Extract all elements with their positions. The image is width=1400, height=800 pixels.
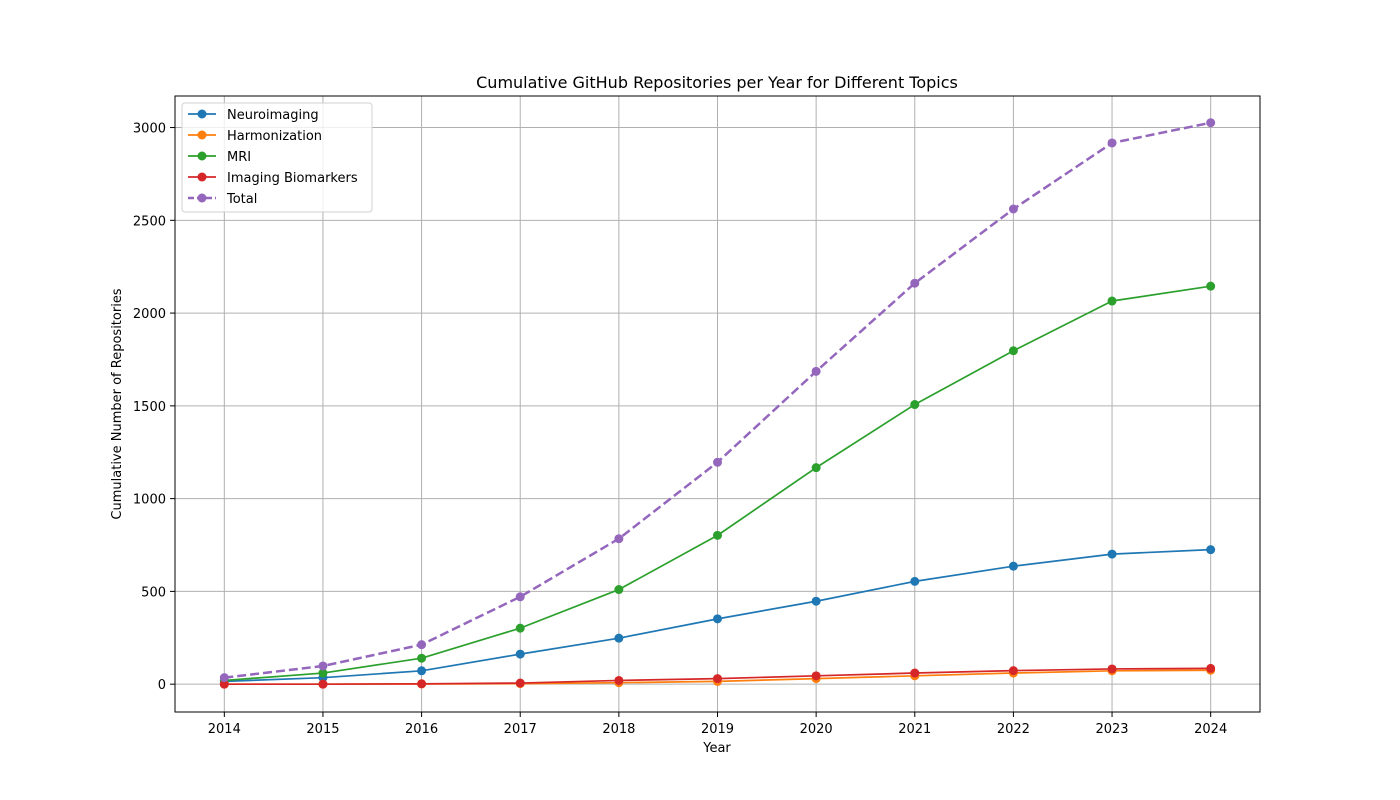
data-point: [318, 668, 328, 678]
x-axis-label: Year: [702, 741, 731, 756]
x-tick-label: 2016: [405, 722, 438, 737]
data-point: [910, 576, 920, 586]
data-point: [713, 530, 722, 540]
data-point: [910, 668, 920, 678]
legend-box: [181, 102, 373, 213]
y-axis-ticks: 0 500 1000 1500 2000 2500 3000: [133, 122, 175, 693]
data-point: [1107, 549, 1117, 559]
data-point: [1008, 666, 1018, 676]
data-point: [1206, 118, 1216, 128]
legend-label: Neuroimaging: [227, 108, 319, 123]
legend-item: Imaging Biomarkers: [188, 171, 358, 186]
legend-label: Total: [226, 192, 257, 207]
data-point: [614, 585, 624, 595]
data-point: [1206, 663, 1216, 673]
y-tick-label: 3000: [133, 122, 166, 137]
x-tick-label: 2023: [1095, 722, 1128, 737]
data-point: [614, 675, 624, 685]
legend-label: MRI: [227, 150, 251, 165]
series-layer: [219, 118, 1216, 689]
y-axis-label: Cumulative Number of Repositories: [110, 288, 125, 519]
x-axis-ticks: 2014 2015 2016 2017 2018 2019 2020 2021 2022 2023…: [208, 712, 1227, 737]
legend-marker: [197, 151, 207, 161]
data-point: [811, 463, 821, 473]
legend-item: MRI: [188, 150, 251, 165]
data-point: [1008, 561, 1018, 571]
legend-item: Total: [188, 192, 257, 207]
x-tick-label: 2015: [306, 722, 339, 737]
y-tick-label: 0: [158, 678, 166, 693]
data-point: [1206, 281, 1216, 291]
data-point: [417, 653, 427, 663]
legend-label: Imaging Biomarkers: [227, 171, 358, 186]
y-tick-label: 500: [141, 585, 166, 600]
x-tick-label: 2021: [898, 722, 931, 737]
grid-lines: [175, 96, 1260, 712]
x-tick-label: 2019: [701, 722, 734, 737]
data-point: [811, 596, 821, 606]
data-point: [713, 674, 722, 684]
data-point: [811, 671, 821, 681]
data-point: [515, 649, 525, 659]
data-point: [910, 400, 920, 410]
chart-title: Cumulative GitHub Repositories per Year …: [476, 73, 958, 92]
data-point: [1107, 664, 1117, 674]
series-total: [219, 118, 1216, 683]
data-point: [515, 623, 525, 633]
x-tick-label: 2014: [208, 722, 241, 737]
data-point: [1008, 346, 1018, 356]
x-tick-label: 2020: [800, 722, 833, 737]
data-point: [515, 678, 525, 688]
y-tick-label: 1500: [133, 400, 166, 415]
legend-marker: [197, 193, 207, 203]
y-tick-label: 2500: [133, 214, 166, 229]
legend-label: Harmonization: [227, 129, 322, 144]
data-point: [713, 614, 722, 624]
data-point: [417, 666, 427, 676]
data-point: [417, 640, 427, 650]
data-point: [318, 661, 328, 671]
data-point: [1008, 204, 1018, 214]
x-tick-label: 2017: [504, 722, 537, 737]
legend-marker: [197, 172, 207, 182]
data-point: [1206, 545, 1216, 555]
legend-marker: [197, 109, 207, 119]
data-point: [417, 679, 427, 689]
x-tick-label: 2024: [1194, 722, 1227, 737]
data-point: [1107, 138, 1117, 148]
legend-marker: [197, 130, 207, 140]
x-tick-label: 2018: [602, 722, 635, 737]
data-point: [910, 278, 920, 288]
x-tick-label: 2022: [997, 722, 1030, 737]
data-point: [219, 679, 229, 689]
y-tick-label: 1000: [133, 493, 166, 508]
series-imaging-biomarkers: [219, 663, 1216, 689]
data-point: [1107, 296, 1117, 306]
data-point: [219, 673, 229, 683]
data-point: [318, 679, 328, 689]
data-point: [811, 366, 821, 376]
y-tick-label: 2000: [133, 307, 166, 322]
data-point: [713, 457, 722, 467]
legend: Neuroimaging Harmonization MRI Imaging Biom…: [181, 102, 373, 213]
legend-item: Neuroimaging: [188, 108, 319, 123]
data-point: [515, 592, 525, 602]
data-point: [614, 633, 624, 643]
data-point: [614, 534, 624, 544]
legend-item: Harmonization: [188, 129, 322, 144]
